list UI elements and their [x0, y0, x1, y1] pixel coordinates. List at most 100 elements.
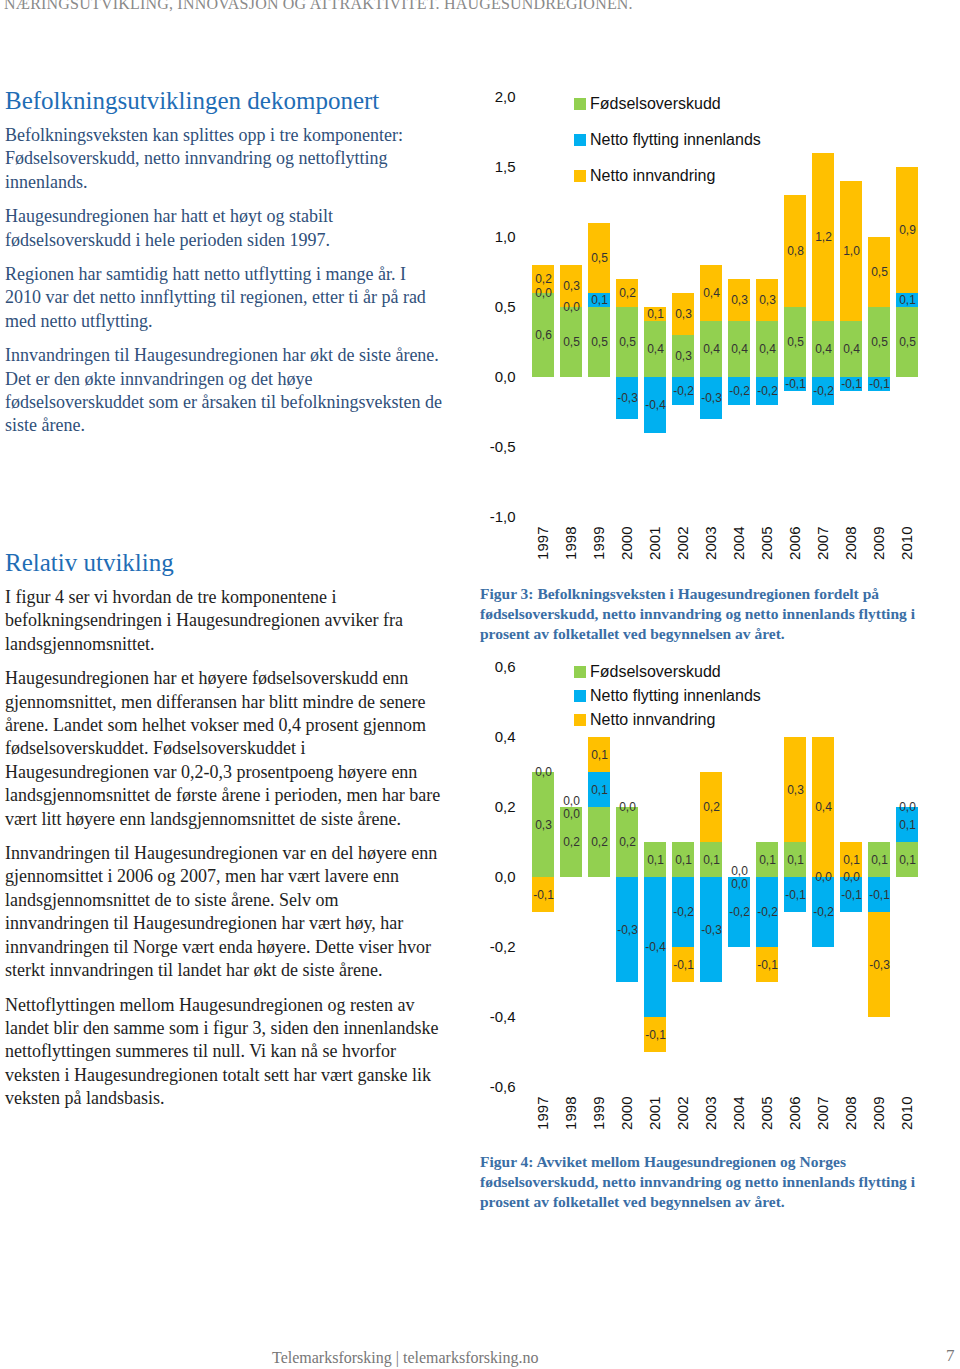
svg-text:2005: 2005 — [758, 1097, 775, 1130]
svg-text:0,3: 0,3 — [563, 279, 580, 293]
svg-text:0,3: 0,3 — [759, 293, 776, 307]
svg-text:0,1: 0,1 — [843, 853, 860, 867]
svg-text:2010: 2010 — [898, 527, 915, 560]
svg-text:-0,5: -0,5 — [490, 438, 516, 455]
svg-text:0,2: 0,2 — [619, 286, 636, 300]
svg-text:0,4: 0,4 — [843, 342, 860, 356]
svg-text:-0,6: -0,6 — [490, 1078, 516, 1095]
svg-text:0,1: 0,1 — [591, 783, 608, 797]
svg-text:0,1: 0,1 — [591, 293, 608, 307]
svg-text:-0,1: -0,1 — [673, 958, 694, 972]
svg-text:0,5: 0,5 — [563, 335, 580, 349]
svg-text:-0,2: -0,2 — [490, 938, 516, 955]
svg-text:0,5: 0,5 — [871, 265, 888, 279]
svg-text:0,0: 0,0 — [535, 765, 552, 779]
svg-text:1998: 1998 — [562, 1097, 579, 1130]
svg-text:-0,1: -0,1 — [757, 958, 778, 972]
svg-text:2004: 2004 — [730, 1097, 747, 1130]
svg-text:0,0: 0,0 — [815, 870, 832, 884]
svg-text:0,1: 0,1 — [759, 853, 776, 867]
svg-text:0,5: 0,5 — [899, 335, 916, 349]
svg-text:0,5: 0,5 — [591, 335, 608, 349]
svg-text:2000: 2000 — [618, 1097, 635, 1130]
svg-text:-0,3: -0,3 — [617, 923, 638, 937]
svg-text:0,0: 0,0 — [563, 300, 580, 314]
svg-text:1,2: 1,2 — [815, 230, 832, 244]
svg-text:1997: 1997 — [534, 527, 551, 560]
svg-text:-0,2: -0,2 — [757, 905, 778, 919]
svg-text:0,2: 0,2 — [563, 835, 580, 849]
svg-text:2009: 2009 — [870, 527, 887, 560]
svg-text:1999: 1999 — [590, 1097, 607, 1130]
svg-text:0,1: 0,1 — [899, 293, 916, 307]
svg-text:2009: 2009 — [870, 1097, 887, 1130]
svg-text:2004: 2004 — [730, 527, 747, 560]
svg-text:0,4: 0,4 — [495, 728, 516, 745]
svg-text:-0,2: -0,2 — [813, 384, 834, 398]
svg-text:0,9: 0,9 — [899, 223, 916, 237]
svg-text:-1,0: -1,0 — [490, 508, 516, 525]
svg-text:-0,2: -0,2 — [757, 384, 778, 398]
svg-text:-0,4: -0,4 — [490, 1008, 516, 1025]
svg-text:0,0: 0,0 — [731, 877, 748, 891]
svg-text:-0,1: -0,1 — [645, 1028, 666, 1042]
svg-text:0,0: 0,0 — [843, 870, 860, 884]
svg-text:2002: 2002 — [674, 527, 691, 560]
svg-text:0,4: 0,4 — [815, 800, 832, 814]
svg-text:0,4: 0,4 — [647, 342, 664, 356]
svg-text:1997: 1997 — [534, 1097, 551, 1130]
svg-text:-0,1: -0,1 — [785, 377, 806, 391]
svg-text:1,5: 1,5 — [495, 158, 516, 175]
svg-text:0,1: 0,1 — [647, 853, 664, 867]
svg-text:0,2: 0,2 — [535, 272, 552, 286]
svg-text:1998: 1998 — [562, 527, 579, 560]
svg-text:-0,1: -0,1 — [841, 888, 862, 902]
svg-text:2007: 2007 — [814, 527, 831, 560]
svg-text:-0,1: -0,1 — [533, 888, 554, 902]
svg-text:0,0: 0,0 — [731, 864, 748, 878]
svg-text:-0,3: -0,3 — [869, 958, 890, 972]
svg-text:-0,1: -0,1 — [869, 888, 890, 902]
svg-text:2006: 2006 — [786, 1097, 803, 1130]
svg-text:0,3: 0,3 — [787, 783, 804, 797]
svg-text:0,3: 0,3 — [675, 349, 692, 363]
svg-text:-0,4: -0,4 — [645, 940, 666, 954]
svg-text:2006: 2006 — [786, 527, 803, 560]
svg-text:0,8: 0,8 — [787, 244, 804, 258]
svg-text:0,1: 0,1 — [647, 307, 664, 321]
svg-text:2010: 2010 — [898, 1097, 915, 1130]
svg-text:0,0: 0,0 — [563, 807, 580, 821]
svg-text:1999: 1999 — [590, 527, 607, 560]
svg-text:0,0: 0,0 — [563, 794, 580, 808]
svg-text:2000: 2000 — [618, 527, 635, 560]
svg-text:1,0: 1,0 — [495, 228, 516, 245]
svg-text:2001: 2001 — [646, 527, 663, 560]
svg-text:2003: 2003 — [702, 1097, 719, 1130]
svg-text:0,2: 0,2 — [495, 798, 516, 815]
svg-text:0,1: 0,1 — [703, 853, 720, 867]
svg-text:0,2: 0,2 — [619, 835, 636, 849]
svg-text:0,6: 0,6 — [495, 658, 516, 675]
svg-text:2005: 2005 — [758, 527, 775, 560]
svg-text:2,0: 2,0 — [495, 88, 516, 105]
svg-text:0,4: 0,4 — [703, 342, 720, 356]
svg-text:0,2: 0,2 — [703, 800, 720, 814]
svg-text:-0,2: -0,2 — [673, 905, 694, 919]
svg-text:-0,3: -0,3 — [617, 391, 638, 405]
svg-text:0,3: 0,3 — [675, 307, 692, 321]
svg-text:2002: 2002 — [674, 1097, 691, 1130]
svg-text:0,0: 0,0 — [899, 800, 916, 814]
svg-text:2007: 2007 — [814, 1097, 831, 1130]
svg-text:0,0: 0,0 — [535, 286, 552, 300]
svg-text:0,1: 0,1 — [899, 818, 916, 832]
svg-text:2008: 2008 — [842, 527, 859, 560]
svg-text:0,4: 0,4 — [815, 342, 832, 356]
svg-text:2001: 2001 — [646, 1097, 663, 1130]
svg-text:-0,1: -0,1 — [785, 888, 806, 902]
svg-text:-0,1: -0,1 — [869, 377, 890, 391]
svg-text:0,4: 0,4 — [731, 342, 748, 356]
svg-text:-0,2: -0,2 — [729, 905, 750, 919]
svg-text:0,3: 0,3 — [535, 818, 552, 832]
svg-text:0,0: 0,0 — [495, 868, 516, 885]
svg-text:-0,2: -0,2 — [673, 384, 694, 398]
